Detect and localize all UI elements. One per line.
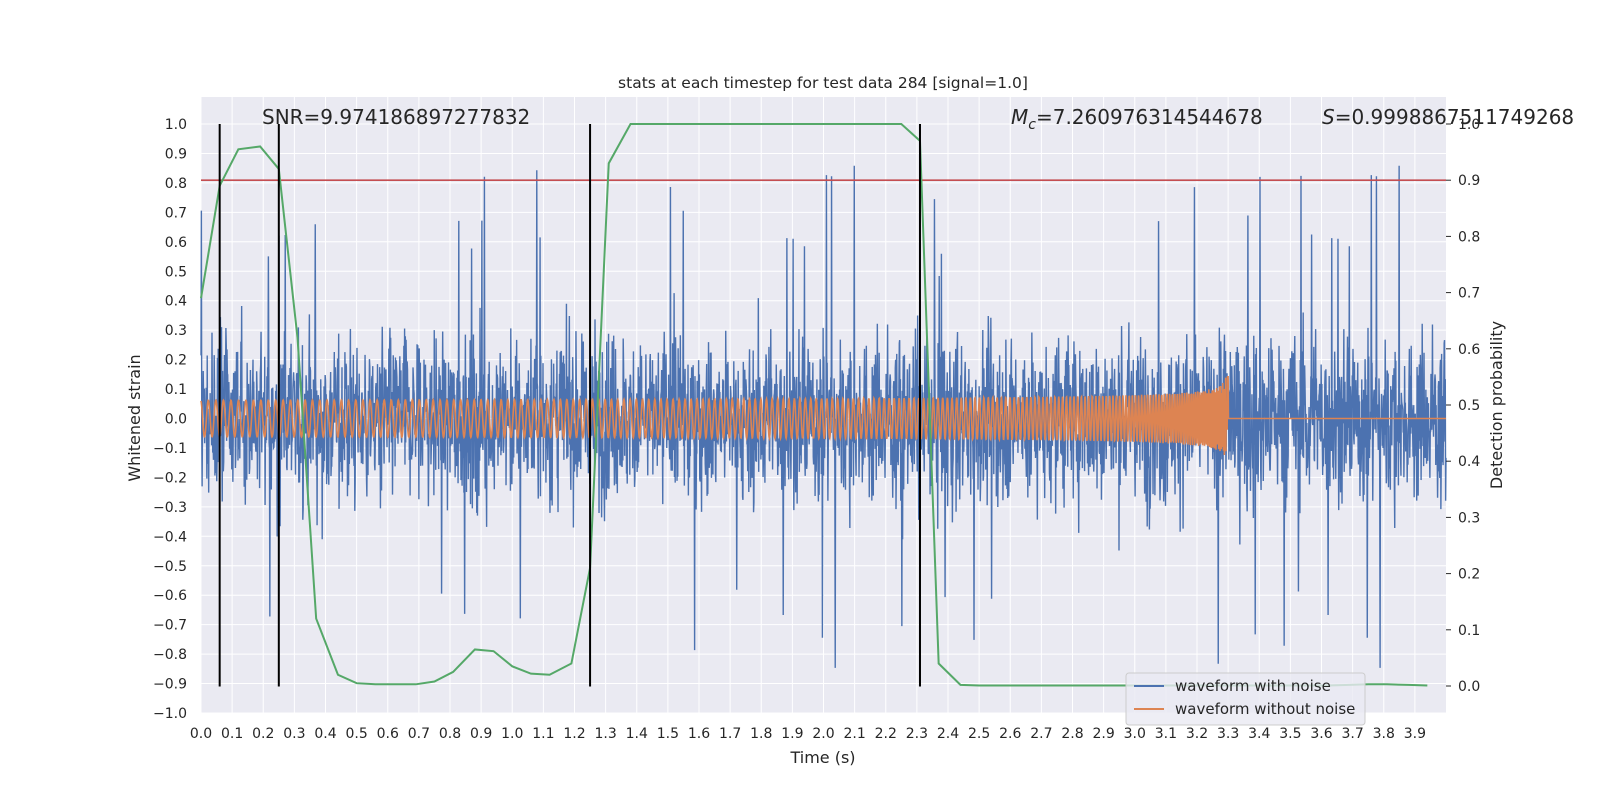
y-tick-label-left: 0.0 bbox=[165, 412, 187, 428]
y-axis-label-right: Detection probability bbox=[1487, 321, 1506, 489]
x-tick-label: 0.2 bbox=[252, 726, 274, 742]
y-tick-label-left: 0.4 bbox=[165, 294, 187, 310]
y-tick-label-right: 0.4 bbox=[1458, 454, 1480, 470]
y-tick-label-left: −0.8 bbox=[153, 647, 187, 663]
y-tick-label-right: 0.0 bbox=[1458, 679, 1480, 695]
score-annotation: S=0.9998867511749268 bbox=[1322, 105, 1574, 129]
y-tick-label-left: −1.0 bbox=[153, 706, 187, 722]
x-tick-label: 3.7 bbox=[1341, 726, 1363, 742]
y-tick-label-right: 0.2 bbox=[1458, 567, 1480, 583]
legend-label-clean: waveform without noise bbox=[1175, 700, 1355, 718]
x-tick-label: 0.1 bbox=[221, 726, 243, 742]
y-tick-label-left: −0.5 bbox=[153, 559, 187, 575]
chirp-mass-subscript: c bbox=[1028, 117, 1036, 133]
y-tick-label-left: 0.9 bbox=[165, 146, 187, 162]
x-tick-label: 2.9 bbox=[1092, 726, 1114, 742]
y-tick-label-right: 0.3 bbox=[1458, 510, 1480, 526]
y-tick-label-right: 0.8 bbox=[1458, 229, 1480, 245]
x-axis-label: Time (s) bbox=[789, 748, 855, 767]
x-tick-label: 3.6 bbox=[1310, 726, 1332, 742]
y-tick-label-right: 0.1 bbox=[1458, 623, 1480, 639]
x-tick-label: 1.6 bbox=[688, 726, 710, 742]
x-tick-label: 1.1 bbox=[532, 726, 554, 742]
chirp-mass-symbol: M bbox=[1011, 105, 1028, 129]
x-tick-label: 2.8 bbox=[1061, 726, 1083, 742]
x-tick-label: 2.5 bbox=[968, 726, 990, 742]
y-tick-label-left: −0.9 bbox=[153, 677, 187, 693]
score-symbol: S bbox=[1322, 105, 1335, 129]
y-tick-label-left: −0.2 bbox=[153, 470, 187, 486]
y-tick-label-left: −0.3 bbox=[153, 500, 187, 516]
y-tick-label-left: 0.1 bbox=[165, 382, 187, 398]
x-tick-label: 1.9 bbox=[781, 726, 803, 742]
x-tick-label: 3.4 bbox=[1248, 726, 1270, 742]
x-tick-label: 3.0 bbox=[1124, 726, 1146, 742]
y-tick-label-left: 0.7 bbox=[165, 205, 187, 221]
x-tick-label: 3.8 bbox=[1373, 726, 1395, 742]
legend-label-noise: waveform with noise bbox=[1175, 677, 1331, 695]
x-tick-label: 2.3 bbox=[906, 726, 928, 742]
y-tick-label-right: 0.7 bbox=[1458, 286, 1480, 302]
x-tick-label: 2.0 bbox=[812, 726, 834, 742]
x-tick-label: 1.7 bbox=[719, 726, 741, 742]
x-tick-label: 2.4 bbox=[937, 726, 959, 742]
x-tick-label: 1.8 bbox=[750, 726, 772, 742]
x-tick-label: 1.0 bbox=[501, 726, 523, 742]
x-tick-label: 1.2 bbox=[563, 726, 585, 742]
y-axis-label-left: Whitened strain bbox=[125, 354, 144, 481]
legend-box bbox=[1125, 672, 1366, 726]
x-tick-label: 0.8 bbox=[439, 726, 461, 742]
y-tick-label-left: −0.6 bbox=[153, 588, 187, 604]
x-tick-label: 3.1 bbox=[1155, 726, 1177, 742]
y-tick-label-right: 0.6 bbox=[1458, 342, 1480, 358]
x-tick-label: 0.3 bbox=[283, 726, 305, 742]
y-tick-label-left: 0.3 bbox=[165, 323, 187, 339]
x-tick-label: 0.7 bbox=[408, 726, 430, 742]
x-tick-label: 2.7 bbox=[1030, 726, 1052, 742]
x-tick-label: 3.9 bbox=[1404, 726, 1426, 742]
y-tick-label-left: −0.4 bbox=[153, 529, 187, 545]
x-tick-label: 0.4 bbox=[314, 726, 336, 742]
series-waveform-with-noise bbox=[200, 165, 1447, 668]
chirp-mass-annotation: Mc=7.260976314544678 bbox=[1011, 105, 1263, 133]
series-waveform-without-noise bbox=[200, 375, 1446, 456]
snr-annotation: SNR=9.974186897277832 bbox=[262, 105, 530, 129]
x-tick-label: 3.2 bbox=[1186, 726, 1208, 742]
y-tick-label-left: −0.7 bbox=[153, 618, 187, 634]
y-tick-label-right: 1.0 bbox=[1458, 117, 1480, 133]
x-tick-label: 2.2 bbox=[875, 726, 897, 742]
x-tick-label: 2.6 bbox=[999, 726, 1021, 742]
x-tick-label: 1.4 bbox=[626, 726, 648, 742]
x-tick-label: 3.5 bbox=[1279, 726, 1301, 742]
y-tick-label-left: 1.0 bbox=[165, 117, 187, 133]
x-tick-label: 3.3 bbox=[1217, 726, 1239, 742]
legend: waveform with noise waveform without noi… bbox=[1125, 672, 1366, 726]
y-tick-label-left: 0.8 bbox=[165, 176, 187, 192]
y-tick-label-left: 0.5 bbox=[165, 264, 187, 280]
x-tick-label: 0.0 bbox=[190, 726, 212, 742]
y-tick-label-left: 0.6 bbox=[165, 235, 187, 251]
x-tick-label: 0.9 bbox=[470, 726, 492, 742]
chirp-mass-value: =7.260976314544678 bbox=[1036, 105, 1263, 129]
y-tick-label-left: 0.2 bbox=[165, 353, 187, 369]
y-tick-label-right: 0.9 bbox=[1458, 173, 1480, 189]
y-tick-label-left: −0.1 bbox=[153, 441, 187, 457]
x-tick-label: 2.1 bbox=[843, 726, 865, 742]
score-value: =0.9998867511749268 bbox=[1335, 105, 1574, 129]
y-tick-label-right: 0.5 bbox=[1458, 398, 1480, 414]
x-tick-label: 0.6 bbox=[377, 726, 399, 742]
x-tick-label: 1.3 bbox=[594, 726, 616, 742]
x-tick-label: 0.5 bbox=[345, 726, 367, 742]
chart-title: stats at each timestep for test data 284… bbox=[618, 74, 1028, 92]
x-tick-label: 1.5 bbox=[657, 726, 679, 742]
